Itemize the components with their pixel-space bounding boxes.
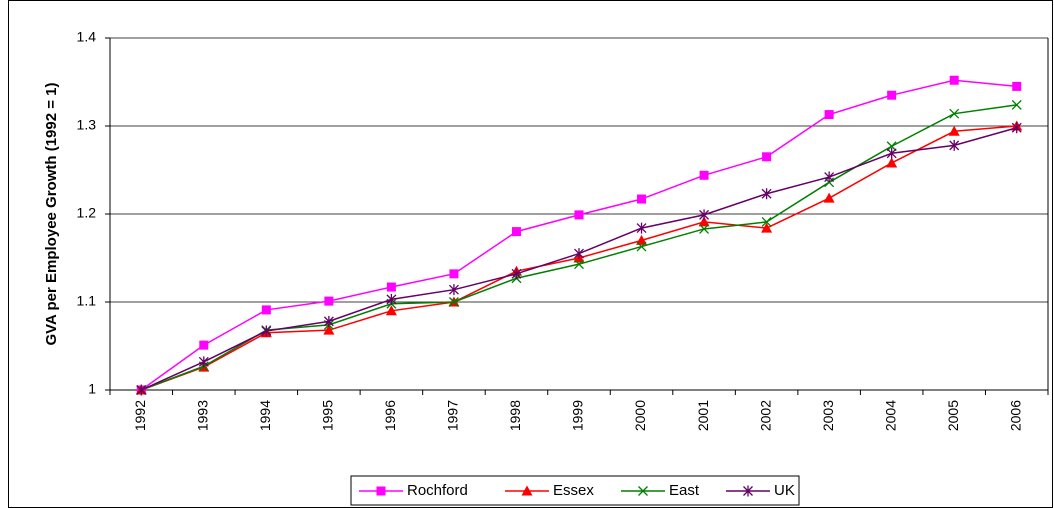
marker [762, 152, 772, 162]
x-tick-label: 2004 [882, 400, 898, 431]
marker [637, 194, 647, 204]
marker [699, 224, 710, 234]
marker [636, 234, 648, 245]
legend-label: Rochford [407, 482, 468, 499]
chart-frame [8, 0, 1053, 508]
marker [198, 356, 209, 368]
marker [636, 241, 647, 252]
x-tick-label: 2000 [632, 400, 648, 431]
legend-marker [638, 486, 648, 496]
y-tick-label: 1.4 [77, 29, 97, 45]
y-tick-label: 1 [88, 381, 96, 397]
marker [699, 209, 710, 221]
x-tick-label: 1993 [195, 400, 211, 431]
legend-marker [376, 486, 386, 496]
marker [448, 297, 459, 307]
x-tick-label: 1999 [570, 400, 586, 431]
marker [449, 269, 459, 279]
y-tick-label: 1.3 [77, 117, 97, 133]
x-tick-label: 2005 [945, 400, 961, 431]
marker [824, 171, 835, 183]
marker [949, 108, 960, 119]
marker [949, 75, 959, 85]
marker [386, 293, 397, 305]
marker [574, 248, 584, 260]
y-axis-label: GVA per Employee Growth (1992 = 1) [43, 82, 60, 345]
legend-marker [743, 485, 753, 497]
marker [199, 340, 209, 350]
marker [261, 305, 271, 315]
marker [448, 284, 459, 296]
x-tick-label: 1996 [382, 400, 398, 431]
marker [886, 141, 897, 152]
x-tick-label: 1992 [132, 400, 148, 431]
marker [886, 147, 897, 159]
marker [324, 296, 334, 306]
marker [385, 305, 397, 316]
y-tick-label: 1.2 [77, 205, 97, 221]
marker [386, 282, 396, 292]
marker [323, 324, 335, 335]
x-tick-label: 1994 [257, 400, 273, 431]
x-tick-label: 2001 [695, 400, 711, 431]
marker [636, 222, 647, 234]
y-tick-label: 1.1 [77, 293, 97, 309]
marker [699, 170, 709, 180]
marker [949, 139, 960, 151]
marker [1012, 81, 1022, 91]
marker [511, 268, 522, 280]
marker [511, 227, 521, 237]
marker [761, 216, 772, 227]
marker [136, 384, 147, 396]
marker [698, 216, 710, 227]
x-tick-label: 2006 [1007, 400, 1023, 431]
marker [948, 125, 960, 136]
marker [761, 222, 773, 233]
legend-label: Essex [553, 482, 594, 499]
legend-label: East [669, 482, 700, 499]
marker [886, 157, 898, 168]
marker [574, 210, 584, 220]
x-tick-label: 1998 [507, 400, 523, 431]
legend-box [350, 475, 800, 506]
marker [761, 188, 772, 200]
marker [887, 90, 897, 100]
marker [1011, 122, 1022, 134]
marker [574, 259, 584, 270]
legend-label: UK [774, 482, 795, 499]
marker [823, 192, 835, 203]
legend-marker [521, 485, 533, 496]
marker [1011, 99, 1022, 110]
x-tick-label: 2002 [757, 400, 773, 431]
x-tick-label: 2003 [820, 400, 836, 431]
marker [824, 110, 834, 120]
x-tick-label: 1995 [320, 400, 336, 431]
marker [261, 325, 272, 337]
marker [323, 315, 334, 327]
x-tick-label: 1997 [445, 400, 461, 431]
